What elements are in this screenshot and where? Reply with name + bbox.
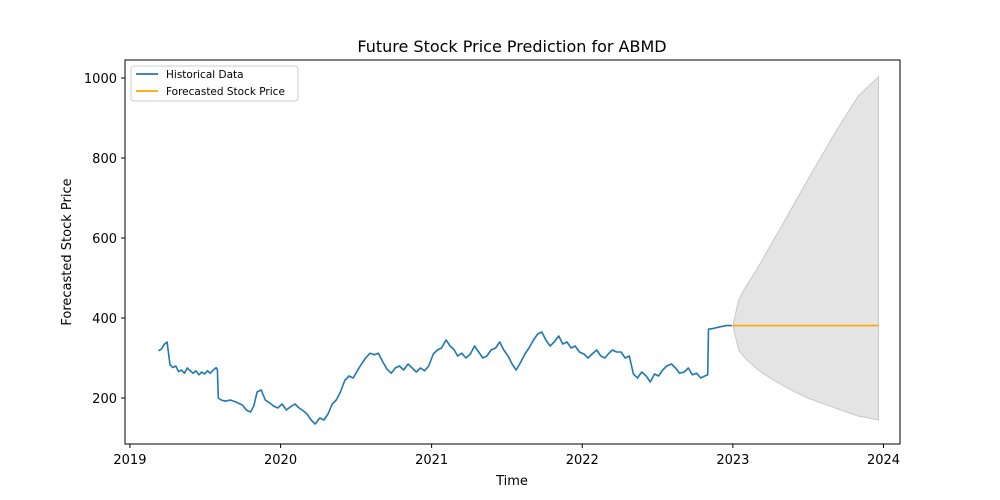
confidence-band-layer [732, 75, 879, 421]
x-tick-label: 2020 [264, 453, 297, 468]
x-tick-label: 2022 [566, 453, 599, 468]
x-tick-label: 2024 [867, 453, 900, 468]
legend: Historical Data Forecasted Stock Price [130, 65, 299, 102]
x-tick-label: 2021 [415, 453, 448, 468]
legend-label-forecast: Forecasted Stock Price [166, 86, 285, 98]
legend-label-historical: Historical Data [166, 69, 244, 81]
plot-area-frame [124, 59, 901, 445]
y-tick-label: 600 [92, 232, 117, 247]
y-tick-label: 400 [92, 312, 117, 327]
y-tick-label: 1000 [84, 72, 117, 87]
x-tick-label: 2019 [113, 453, 146, 468]
x-tick-label: 2023 [716, 453, 749, 468]
x-axis-title: Time [495, 474, 528, 489]
confidence-band [732, 75, 879, 421]
legend-box [130, 65, 299, 102]
y-tick-label: 800 [92, 152, 117, 167]
series-layer [158, 324, 879, 425]
historical-data-line [158, 324, 732, 425]
y-tick-label: 200 [92, 392, 117, 407]
x-axis: 2019 2020 2021 2022 2023 2024 [113, 444, 900, 468]
y-axis-title: Forecasted Stock Price [60, 178, 75, 325]
chart-title: Future Stock Price Prediction for ABMD [357, 37, 666, 56]
y-axis: 200 400 600 800 1000 [84, 72, 125, 407]
